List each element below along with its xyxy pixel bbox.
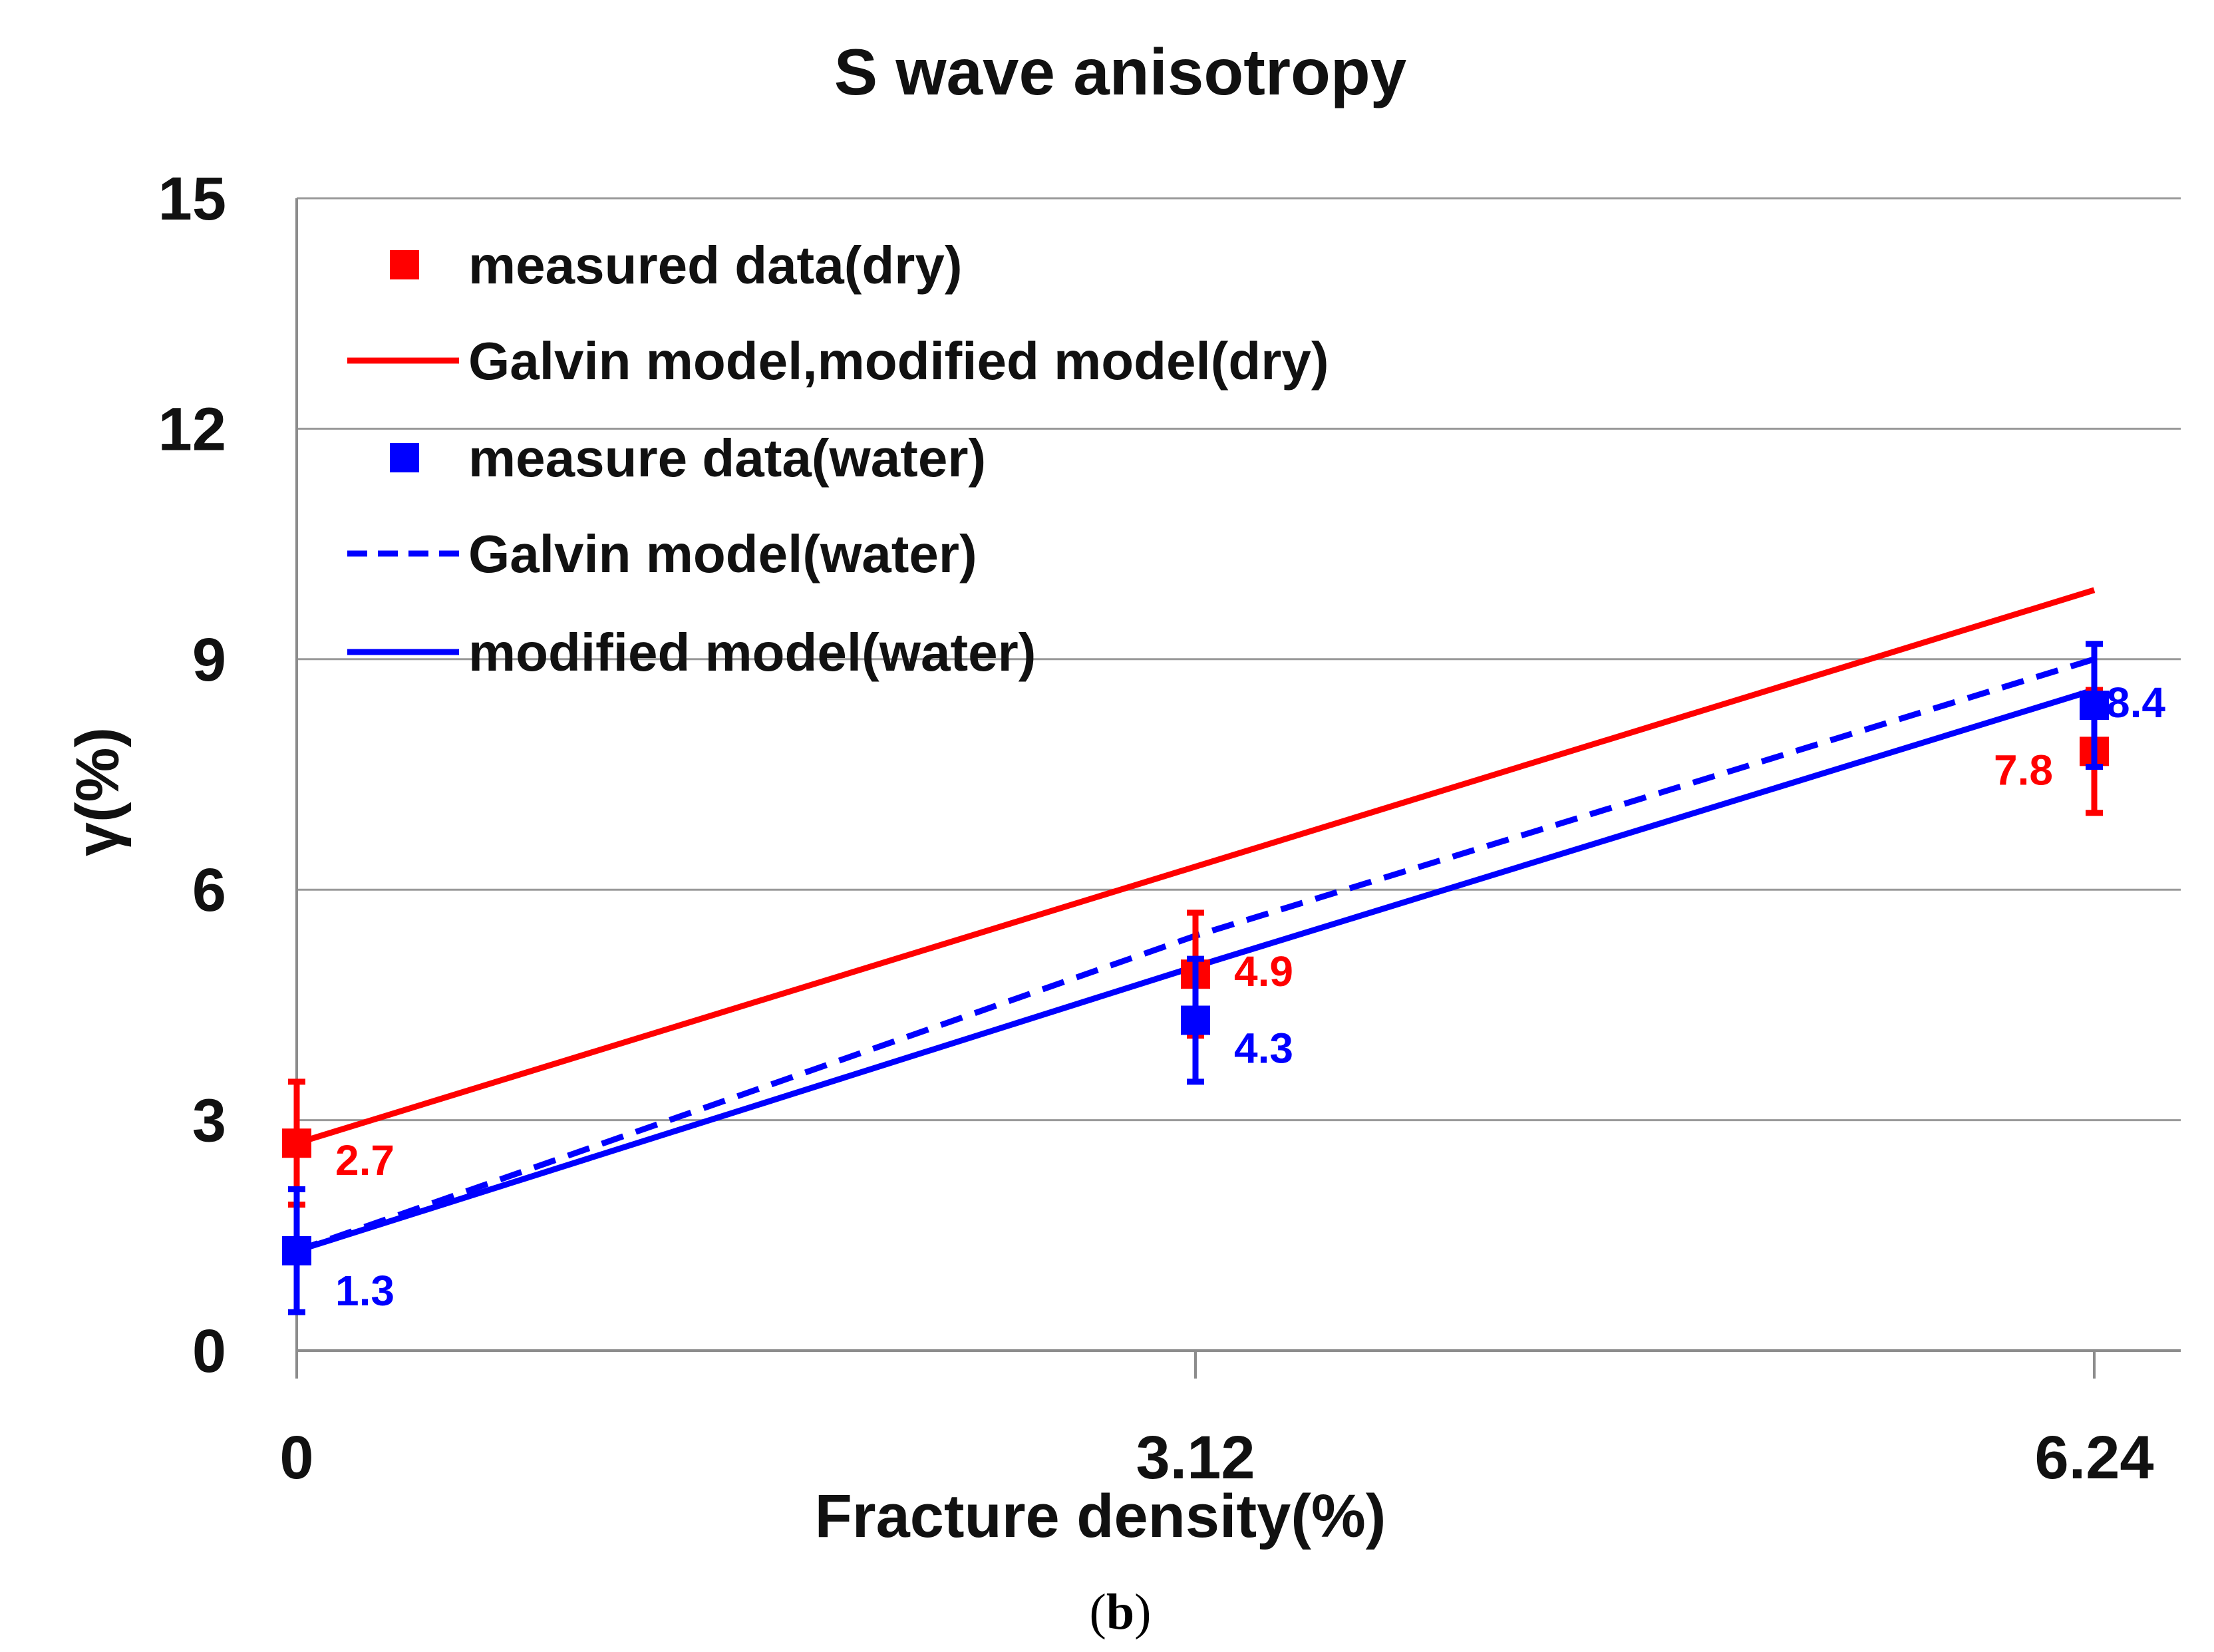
series-line-1 [295, 587, 2096, 1146]
y-tick-label-3: 3 [192, 1087, 226, 1155]
data-label-0-2: 7.8 [1994, 746, 2053, 794]
y-tick-label-15: 15 [158, 165, 226, 233]
grid [297, 197, 2181, 1122]
legend-swatch-0 [390, 250, 419, 279]
legend: measured data(dry) Galvin model,modified … [347, 236, 1329, 682]
y-tick-label-9: 9 [192, 626, 226, 694]
data-label-0-1: 4.9 [1234, 947, 1293, 995]
legend-label-4: modified model(water) [468, 623, 1036, 682]
chart-title: S wave anisotropy [834, 35, 1407, 108]
data-label-2-1: 4.3 [1234, 1024, 1293, 1072]
data-label-0-0: 2.7 [335, 1136, 395, 1184]
y-tick-label-6: 6 [192, 856, 226, 924]
y-tick-label-0: 0 [192, 1317, 226, 1385]
x-axis-label: Fracture density(%) [815, 1482, 1386, 1550]
legend-label-1: Galvin model,modified model(dry) [468, 331, 1329, 391]
data-label-2-0: 1.3 [335, 1267, 395, 1315]
caption-paren-open: ( [1090, 1584, 1106, 1640]
series-layer: 2.7 4.9 7.8 1.3 4.3 8.4 [282, 587, 2165, 1315]
marker-2-1 [1181, 1005, 1210, 1035]
axes: 0 3 6 9 12 15 0 3.12 6.24 [158, 165, 2181, 1492]
legend-label-3: Galvin model(water) [468, 524, 977, 583]
figure-caption: (b) [1090, 1584, 1152, 1640]
data-label-2-2: 8.4 [2106, 679, 2165, 727]
caption-paren-close: ) [1134, 1584, 1151, 1640]
marker-2-0 [282, 1236, 311, 1265]
marker-0-0 [282, 1128, 311, 1158]
y-tick-label-12: 12 [158, 395, 226, 463]
legend-label-2: measure data(water) [468, 428, 986, 488]
x-tick-label-1: 3.12 [1136, 1424, 1255, 1492]
marker-2-2 [2080, 691, 2109, 721]
x-tick-label-2: 6.24 [2034, 1424, 2153, 1492]
legend-swatch-2 [390, 443, 419, 472]
caption-letter: b [1106, 1584, 1134, 1640]
x-tick-label-0: 0 [279, 1424, 313, 1492]
legend-label-0: measured data(dry) [468, 236, 962, 295]
y-axis-label: γ(%) [64, 727, 132, 856]
